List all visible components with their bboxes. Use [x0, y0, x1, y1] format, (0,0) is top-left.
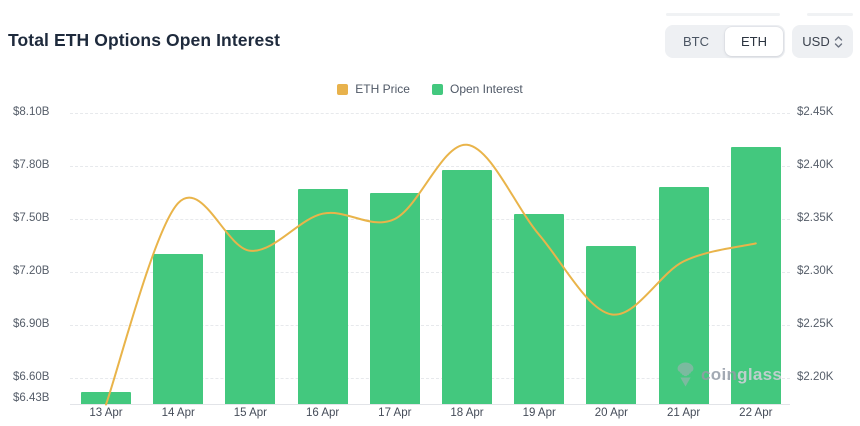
- gridline: [70, 166, 790, 167]
- x-label-14-apr: 14 Apr: [161, 407, 195, 419]
- toggle-option-btc[interactable]: BTC: [683, 34, 709, 49]
- cropped-element-fragment: [807, 13, 853, 16]
- currency-select-value: USD: [802, 34, 830, 49]
- bar-18-apr[interactable]: [442, 169, 492, 404]
- bar-22-apr[interactable]: [730, 146, 781, 404]
- x-label-17-apr: 17 Apr: [378, 407, 412, 419]
- updown-chevron-icon: [834, 35, 843, 49]
- gridline: [70, 113, 790, 114]
- left-axis-tick: $6.90B: [13, 318, 50, 330]
- x-label-20-apr: 20 Apr: [594, 407, 629, 419]
- x-label-15-apr: 15 Apr: [233, 407, 268, 419]
- x-label-18-apr: 18 Apr: [450, 407, 484, 419]
- bar-15-apr[interactable]: [225, 229, 276, 404]
- currency-select[interactable]: USD: [792, 25, 853, 58]
- x-label-22-apr: 22 Apr: [739, 407, 773, 419]
- x-label-19-apr: 19 Apr: [522, 407, 556, 419]
- right-axis-tick: $2.40K: [797, 159, 834, 171]
- cropped-element-fragment: [666, 13, 780, 16]
- coin-toggle: BTC ETH: [665, 25, 785, 58]
- x-label-13-apr: 13 Apr: [89, 407, 123, 419]
- page-title: Total ETH Options Open Interest: [8, 30, 281, 50]
- x-axis-line: [70, 404, 790, 405]
- bar-19-apr[interactable]: [514, 213, 565, 404]
- legend-item-open-interest[interactable]: Open Interest: [431, 82, 523, 96]
- toggle-option-eth[interactable]: ETH: [725, 27, 783, 56]
- right-axis-tick: $2.35K: [797, 212, 834, 224]
- bar-21-apr[interactable]: [658, 187, 709, 404]
- right-axis-tick: $2.20K: [797, 371, 834, 383]
- left-axis-tick: $8.10B: [13, 106, 50, 118]
- bar-14-apr[interactable]: [153, 254, 204, 404]
- left-axis-tick: $7.50B: [13, 212, 50, 224]
- open-interest-swatch-icon: [431, 83, 443, 95]
- legend-label: ETH Price: [355, 82, 410, 96]
- chart-legend: ETH Price Open Interest: [0, 82, 860, 96]
- left-axis-tick: $7.20B: [13, 265, 50, 277]
- right-axis-tick: $2.30K: [797, 265, 834, 277]
- legend-label: Open Interest: [449, 82, 523, 96]
- legend-item-eth-price[interactable]: ETH Price: [337, 82, 410, 96]
- left-axis-tick: $6.43B: [13, 392, 50, 404]
- left-axis-tick: $6.60B: [13, 371, 50, 383]
- bar-17-apr[interactable]: [369, 192, 420, 404]
- left-axis-tick: $7.80B: [13, 159, 50, 171]
- x-label-21-apr: 21 Apr: [666, 407, 701, 419]
- bar-16-apr[interactable]: [297, 188, 348, 404]
- right-axis-tick: $2.25K: [797, 318, 834, 330]
- bar-13-apr[interactable]: [81, 392, 131, 404]
- bar-20-apr[interactable]: [586, 245, 637, 404]
- right-axis-tick: $2.45K: [797, 106, 834, 118]
- eth-price-swatch-icon: [337, 83, 349, 95]
- x-label-16-apr: 16 Apr: [305, 407, 340, 419]
